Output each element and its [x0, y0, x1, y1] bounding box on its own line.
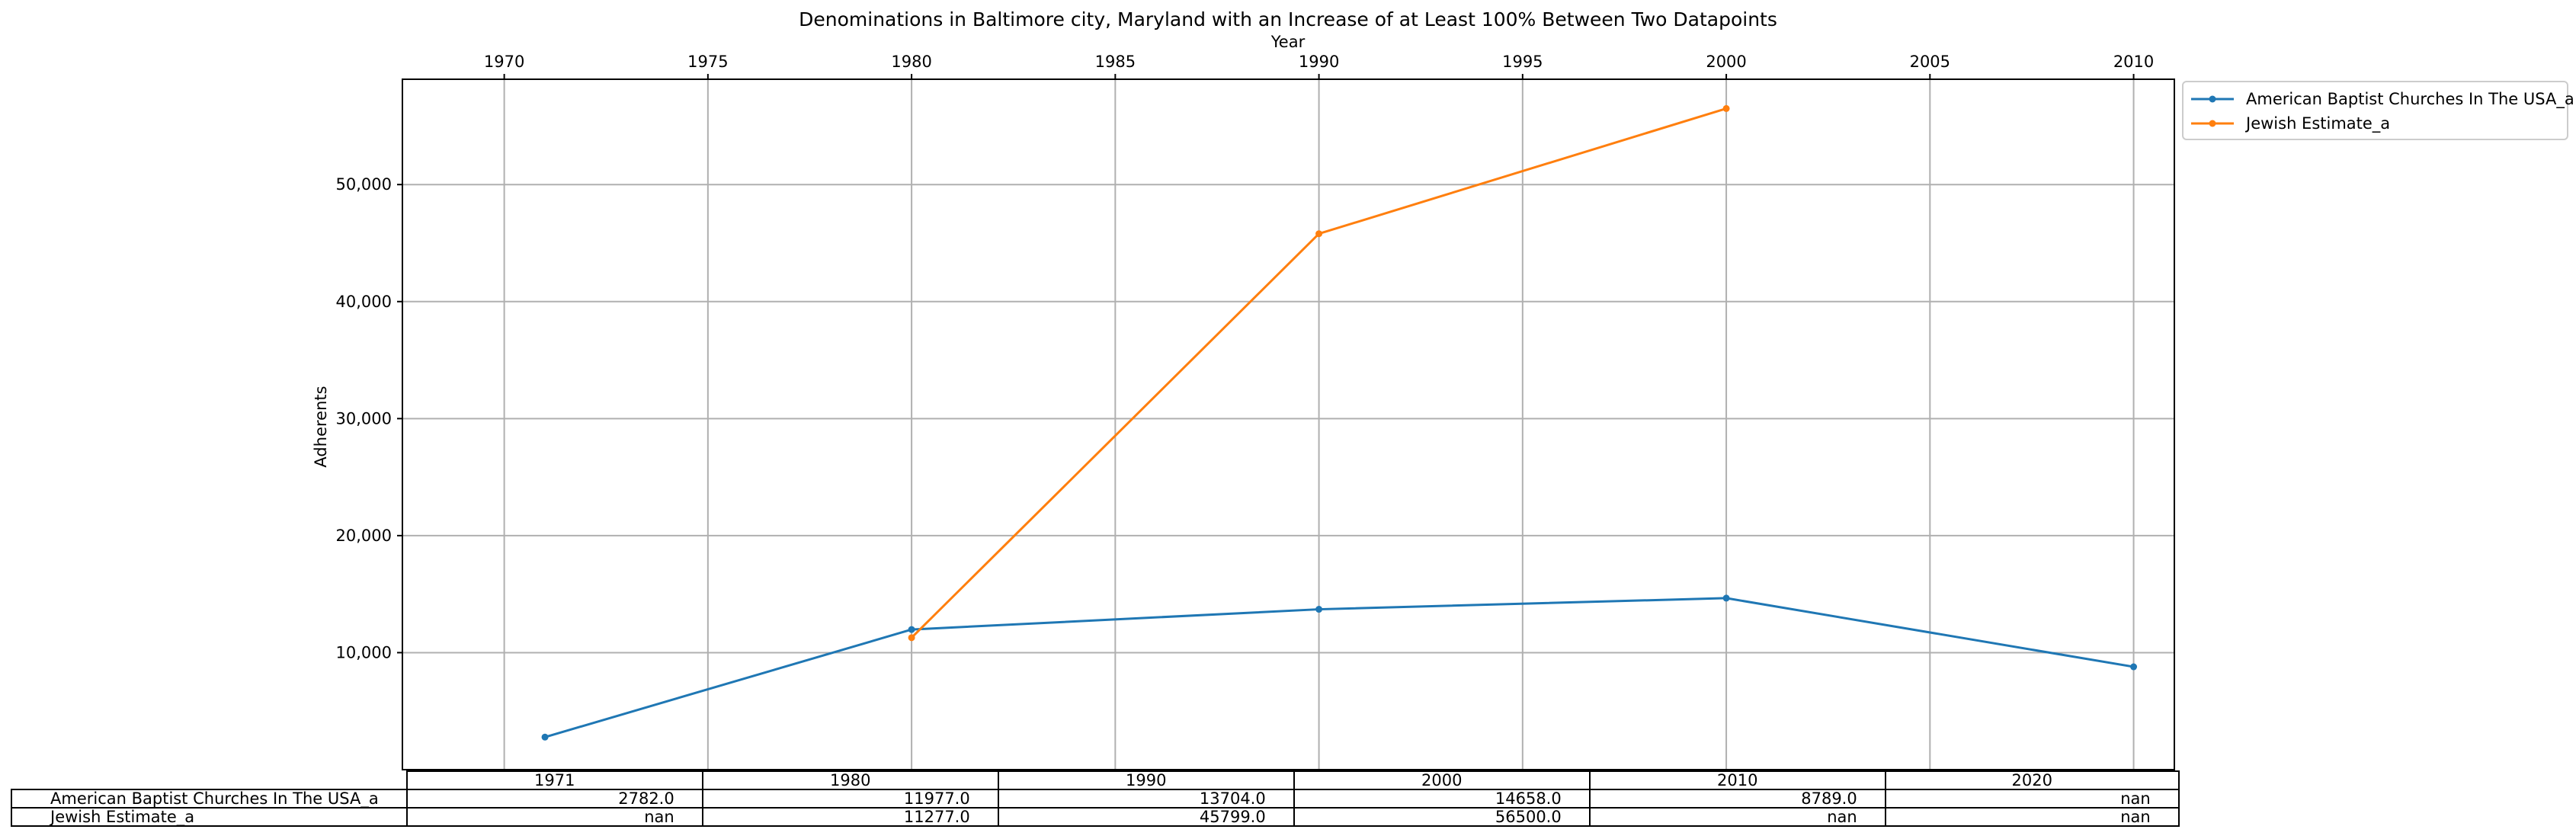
x-tick-label: 2005	[1910, 53, 1950, 71]
y-tick-label: 10,000	[336, 643, 392, 661]
table-cell: 11977.0	[701, 789, 999, 809]
table-cell: 8789.0	[1588, 789, 1886, 809]
legend-label: American Baptist Churches In The USA_a	[2246, 90, 2574, 108]
y-axis-label: Adherents	[312, 386, 330, 467]
data-point-0	[541, 733, 549, 741]
data-point-1	[1722, 104, 1730, 112]
plot-area-frame	[402, 78, 2175, 770]
table-cell: 14658.0	[1293, 789, 1591, 809]
table-cell: 2782.0	[405, 789, 703, 809]
table-column-header: 2020	[1884, 770, 2180, 790]
table-row: American Baptist Churches In The USA_a 2…	[11, 789, 2180, 809]
table-row-label: Jewish Estimate_a	[11, 807, 408, 827]
x-tick-label: 1975	[687, 53, 728, 71]
x-axis-label: Year	[1270, 33, 1306, 51]
axis-ticks: 1970 1975 1980 1985 1990 1995 2000 2005 2010 10,0…	[336, 53, 2155, 661]
x-tick-label: 2000	[1706, 53, 1746, 71]
x-tick-label: 1990	[1299, 53, 1339, 71]
table-cell: 13704.0	[997, 789, 1295, 809]
y-tick-label: 40,000	[336, 293, 392, 311]
x-tick-label: 1985	[1095, 53, 1136, 71]
x-tick-label: 1970	[484, 53, 524, 71]
x-tick-label: 1995	[1502, 53, 1543, 71]
legend-line-marker-icon	[2191, 120, 2234, 127]
y-tick-label: 20,000	[336, 527, 392, 545]
data-point-1	[1315, 230, 1323, 238]
y-tick-label: 50,000	[336, 175, 392, 194]
data-point-0	[1315, 606, 1323, 613]
table-column-header: 2000	[1293, 770, 1591, 790]
grid	[402, 79, 2174, 770]
table-column-header: 1990	[997, 770, 1295, 790]
table-column-header: 1971	[405, 770, 703, 790]
series-lines	[541, 104, 2138, 741]
table-cell: nan	[1884, 789, 2180, 809]
x-tick-label: 1980	[891, 53, 931, 71]
table-cell: 45799.0	[997, 807, 1295, 827]
table-cell: 11277.0	[701, 807, 999, 827]
legend-item-baptist: American Baptist Churches In The USA_a	[2191, 87, 2574, 111]
legend-label: Jewish Estimate_a	[2246, 114, 2391, 133]
table-cell: nan	[405, 807, 703, 827]
legend: American Baptist Churches In The USA_a J…	[2182, 81, 2574, 140]
series-line-0	[544, 597, 2134, 738]
x-tick-label: 2010	[2113, 53, 2154, 71]
chart-title: Denominations in Baltimore city, Marylan…	[799, 8, 1777, 30]
data-point-0	[908, 626, 915, 633]
table-cell: 56500.0	[1293, 807, 1591, 827]
table-cell: nan	[1884, 807, 2180, 827]
table-corner	[11, 771, 407, 789]
legend-line-marker-icon	[2191, 95, 2234, 103]
table-header-row: 1971 1980 1990 2000 2010 2020	[11, 770, 2180, 790]
data-point-1	[908, 634, 915, 642]
data-point-0	[1722, 594, 1730, 602]
table-column-header: 1980	[701, 770, 999, 790]
data-point-0	[2130, 663, 2138, 671]
y-tick-label: 30,000	[336, 409, 392, 428]
legend-item-jewish: Jewish Estimate_a	[2191, 111, 2390, 136]
data-table: 1971 1980 1990 2000 2010 2020 American B…	[11, 770, 2180, 827]
table-row-label: American Baptist Churches In The USA_a	[11, 789, 408, 809]
table-cell: nan	[1588, 807, 1886, 827]
table-column-header: 2010	[1588, 770, 1886, 790]
table-row: Jewish Estimate_a nan 11277.0 45799.0 56…	[11, 807, 2180, 827]
